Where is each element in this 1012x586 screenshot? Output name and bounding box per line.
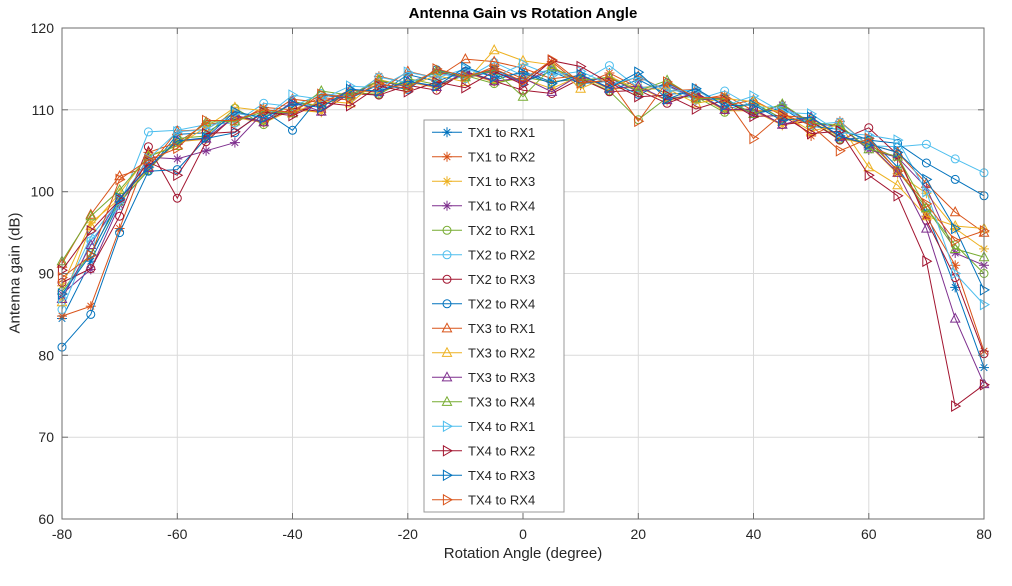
legend-entry: TX4 to RX3 <box>432 468 535 483</box>
svg-text:TX3 to RX2: TX3 to RX2 <box>468 345 535 360</box>
svg-text:-40: -40 <box>282 526 302 542</box>
svg-text:80: 80 <box>38 347 54 363</box>
svg-text:TX2 to RX3: TX2 to RX3 <box>468 272 535 287</box>
svg-text:80: 80 <box>976 526 992 542</box>
svg-text:-20: -20 <box>398 526 418 542</box>
svg-text:100: 100 <box>31 184 55 200</box>
svg-text:20: 20 <box>631 526 647 542</box>
svg-text:TX1 to RX4: TX1 to RX4 <box>468 198 535 213</box>
legend-entry: TX3 to RX1 <box>432 321 535 336</box>
svg-text:TX1 to RX2: TX1 to RX2 <box>468 149 535 164</box>
legend-entry: TX1 to RX3 <box>432 174 535 189</box>
x-axis-label: Rotation Angle (degree) <box>443 545 603 562</box>
svg-text:TX2 to RX2: TX2 to RX2 <box>468 247 535 262</box>
legend-entry: TX4 to RX4 <box>432 492 535 507</box>
legend-entry: TX2 to RX4 <box>432 296 535 311</box>
chart-title: Antenna Gain vs Rotation Angle <box>408 5 638 22</box>
legend-entry: TX2 to RX1 <box>432 223 535 238</box>
svg-text:TX3 to RX3: TX3 to RX3 <box>468 370 535 385</box>
svg-text:60: 60 <box>861 526 877 542</box>
axes-box: -80 -60 -40 -20 0 20 40 60 80 60 70 80 90 100 110 120 <box>31 20 992 542</box>
legend-entry: TX3 to RX3 <box>432 370 535 385</box>
legend-entry: TX4 to RX2 <box>432 443 535 458</box>
series-tx4-to-rx4 <box>57 54 990 284</box>
svg-text:TX3 to RX1: TX3 to RX1 <box>468 321 535 336</box>
series-tx4-to-rx3 <box>57 61 990 300</box>
legend-entry: TX1 to RX1 <box>432 125 535 140</box>
svg-text:TX4 to RX3: TX4 to RX3 <box>468 468 535 483</box>
svg-text:0: 0 <box>519 526 527 542</box>
legend-entry: TX4 to RX1 <box>432 419 535 434</box>
legend-entry: TX2 to RX2 <box>432 247 535 262</box>
svg-text:TX2 to RX4: TX2 to RX4 <box>468 296 535 311</box>
svg-text:60: 60 <box>38 511 54 527</box>
y-axis-label: Antenna gain (dB) <box>6 212 24 334</box>
svg-text:TX4 to RX2: TX4 to RX2 <box>468 443 535 458</box>
svg-text:120: 120 <box>31 20 55 36</box>
legend-entry: TX3 to RX4 <box>432 394 535 409</box>
svg-text:-80: -80 <box>52 526 72 542</box>
svg-text:70: 70 <box>38 429 54 445</box>
svg-text:-60: -60 <box>167 526 187 542</box>
legend: TX1 to RX1 TX1 to RX2 TX1 to RX3 TX1 to RX4… <box>423 119 565 513</box>
svg-text:TX1 to RX3: TX1 to RX3 <box>468 174 535 189</box>
svg-text:TX2 to RX1: TX2 to RX1 <box>468 223 535 238</box>
legend-entry: TX3 to RX2 <box>432 345 535 360</box>
svg-text:TX1 to RX1: TX1 to RX1 <box>468 125 535 140</box>
svg-text:TX4 to RX1: TX4 to RX1 <box>468 419 535 434</box>
legend-entry: TX1 to RX2 <box>432 149 535 164</box>
svg-text:40: 40 <box>746 526 762 542</box>
legend-entry: TX2 to RX3 <box>432 272 535 287</box>
legend-entry: TX1 to RX4 <box>432 198 535 213</box>
svg-text:90: 90 <box>38 266 54 282</box>
svg-text:110: 110 <box>32 102 55 118</box>
svg-text:TX3 to RX4: TX3 to RX4 <box>468 394 535 409</box>
svg-text:TX4 to RX4: TX4 to RX4 <box>468 492 535 507</box>
